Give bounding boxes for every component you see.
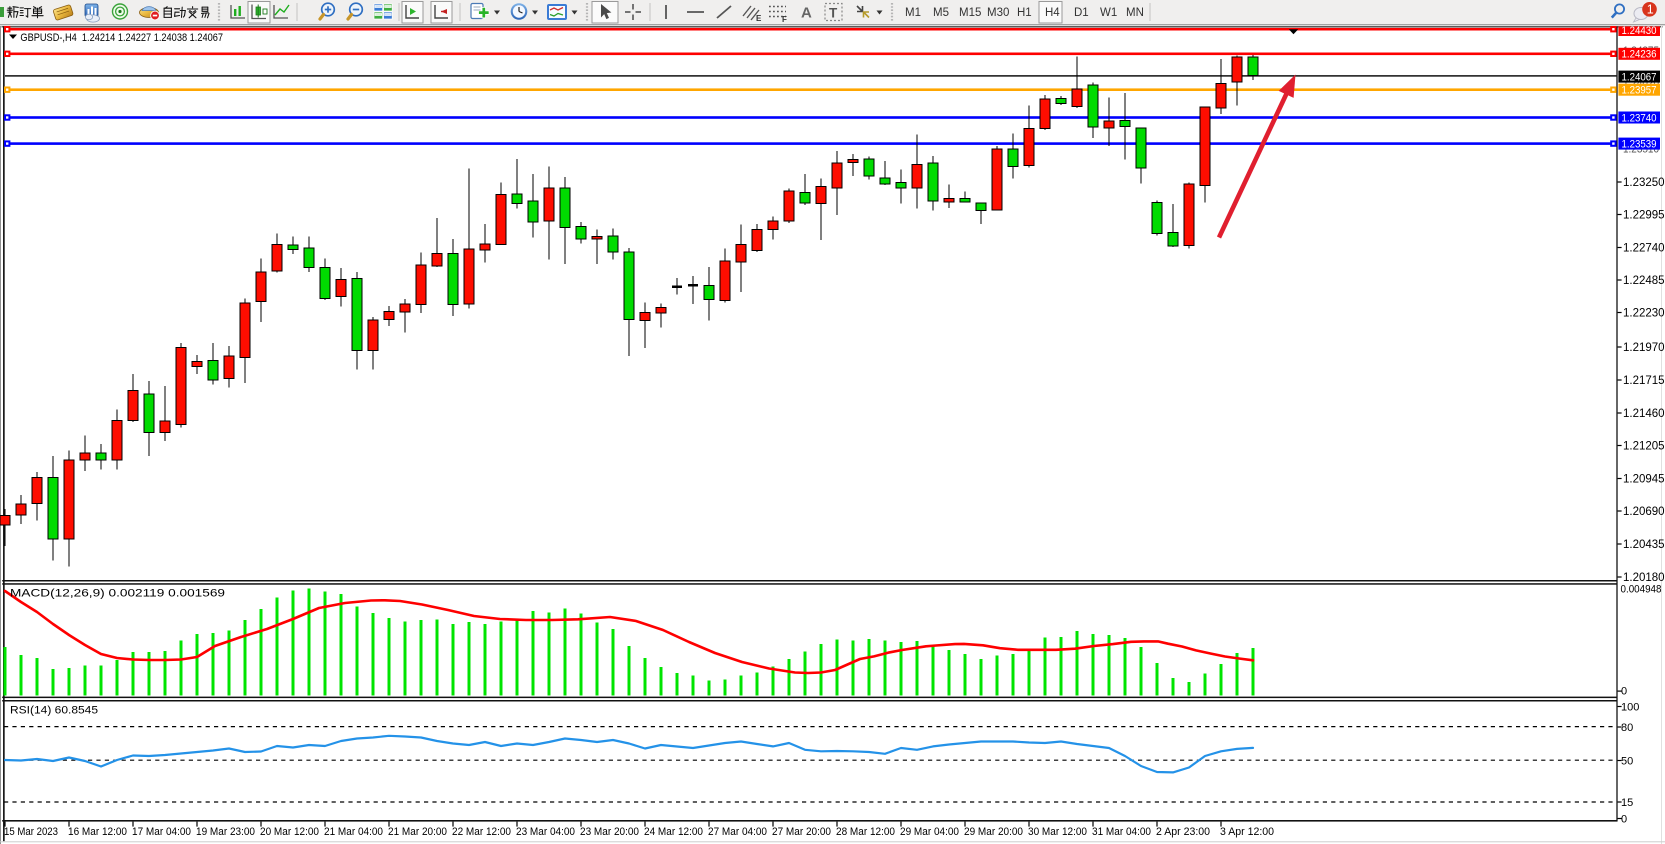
svg-text:1.20945: 1.20945: [1623, 474, 1665, 486]
svg-text:1.23740: 1.23740: [1622, 112, 1657, 124]
svg-text:1.22230: 1.22230: [1623, 308, 1665, 320]
svg-text:1: 1: [1647, 3, 1654, 17]
svg-text:1.22995: 1.22995: [1623, 210, 1665, 222]
svg-text:100: 100: [1621, 702, 1639, 714]
svg-text:W1: W1: [1100, 7, 1117, 19]
svg-text:M5: M5: [933, 7, 949, 19]
svg-text:MN: MN: [1126, 7, 1144, 19]
svg-text:27 Mar 04:00: 27 Mar 04:00: [708, 826, 767, 838]
svg-text:MACD(12,26,9) 0.002119 0.00156: MACD(12,26,9) 0.002119 0.001569: [10, 588, 225, 600]
svg-text:2 Apr 23:00: 2 Apr 23:00: [1156, 826, 1210, 838]
svg-text:31 Mar 04:00: 31 Mar 04:00: [1092, 826, 1151, 838]
svg-text:30 Mar 12:00: 30 Mar 12:00: [1028, 826, 1087, 838]
svg-text:27 Mar 20:00: 27 Mar 20:00: [772, 826, 831, 838]
svg-text:1.23957: 1.23957: [1622, 85, 1657, 97]
svg-text:15 Mar 2023: 15 Mar 2023: [4, 826, 58, 838]
svg-text:A: A: [801, 5, 812, 22]
svg-text:24 Mar 12:00: 24 Mar 12:00: [644, 826, 703, 838]
svg-text:GBPUSD-,H4 1.24214 1.24227 1.: GBPUSD-,H4 1.24214 1.24227 1.24038 1.240…: [20, 32, 223, 44]
svg-text:0: 0: [1621, 814, 1627, 826]
svg-text:23 Mar 04:00: 23 Mar 04:00: [516, 826, 575, 838]
svg-text:29 Mar 20:00: 29 Mar 20:00: [964, 826, 1023, 838]
svg-text:0.004948: 0.004948: [1621, 584, 1662, 596]
svg-text:1.22485: 1.22485: [1623, 275, 1665, 287]
svg-text:M15: M15: [959, 7, 981, 19]
svg-text:1.20690: 1.20690: [1623, 506, 1665, 518]
svg-text:RSI(14) 60.8545: RSI(14) 60.8545: [10, 705, 98, 717]
svg-text:0: 0: [1621, 686, 1627, 698]
svg-text:21 Mar 04:00: 21 Mar 04:00: [324, 826, 383, 838]
svg-text:M1: M1: [905, 7, 921, 19]
svg-text:1.21460: 1.21460: [1623, 408, 1665, 420]
svg-text:20 Mar 12:00: 20 Mar 12:00: [260, 826, 319, 838]
svg-text:1.23250: 1.23250: [1623, 177, 1665, 189]
svg-text:50: 50: [1621, 756, 1633, 768]
svg-text:1.24236: 1.24236: [1622, 49, 1657, 61]
svg-text:29 Mar 04:00: 29 Mar 04:00: [900, 826, 959, 838]
svg-text:15: 15: [1621, 797, 1633, 809]
svg-text:M30: M30: [987, 7, 1009, 19]
svg-text:16 Mar 12:00: 16 Mar 12:00: [68, 826, 127, 838]
svg-text:F: F: [782, 15, 787, 24]
svg-text:H1: H1: [1017, 7, 1032, 19]
svg-text:T: T: [829, 6, 838, 21]
svg-text:1.21205: 1.21205: [1623, 441, 1665, 453]
svg-text:1.20435: 1.20435: [1623, 539, 1665, 551]
svg-text:1.24067: 1.24067: [1622, 71, 1657, 83]
svg-text:1.21970: 1.21970: [1623, 342, 1665, 354]
svg-text:1.23539: 1.23539: [1622, 138, 1657, 150]
svg-text:1.20180: 1.20180: [1623, 572, 1665, 584]
svg-text:3 Apr 12:00: 3 Apr 12:00: [1220, 826, 1274, 838]
svg-text:21 Mar 20:00: 21 Mar 20:00: [388, 826, 447, 838]
svg-text:19 Mar 23:00: 19 Mar 23:00: [196, 826, 255, 838]
svg-text:23 Mar 20:00: 23 Mar 20:00: [580, 826, 639, 838]
svg-text:1.24430: 1.24430: [1622, 25, 1657, 37]
svg-text:1.21715: 1.21715: [1623, 375, 1665, 387]
svg-text:D1: D1: [1074, 7, 1089, 19]
svg-text:22 Mar 12:00: 22 Mar 12:00: [452, 826, 511, 838]
svg-text:28 Mar 12:00: 28 Mar 12:00: [836, 826, 895, 838]
svg-text:1.22740: 1.22740: [1623, 243, 1665, 255]
svg-text:80: 80: [1621, 722, 1633, 734]
svg-text:H4: H4: [1045, 7, 1060, 19]
svg-text:17 Mar 04:00: 17 Mar 04:00: [132, 826, 191, 838]
svg-text:E: E: [756, 14, 762, 23]
